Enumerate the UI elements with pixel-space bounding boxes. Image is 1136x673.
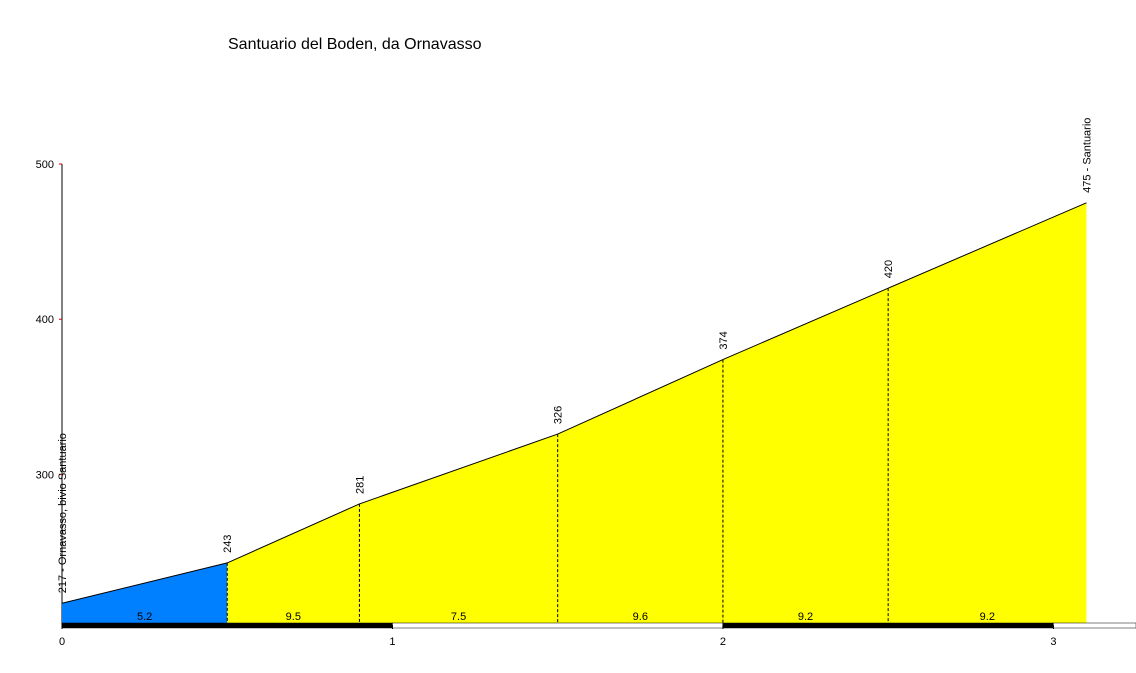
gradient-label: 9.5 (286, 611, 301, 623)
point-label: 374 (718, 331, 730, 349)
x-tick-label: 1 (389, 636, 395, 648)
km-bar (722, 622, 1054, 629)
y-tick-label: 500 (36, 159, 54, 171)
gradient-label: 9.2 (798, 611, 813, 623)
point-label: 326 (553, 406, 565, 424)
km-bar (392, 622, 724, 629)
gradient-label: 7.5 (451, 611, 466, 623)
gradient-label: 9.6 (633, 611, 648, 623)
point-label: 243 (222, 535, 234, 553)
x-tick-label: 2 (720, 636, 726, 648)
km-bar (61, 622, 393, 629)
profile-segment (227, 503, 360, 625)
point-label: 420 (883, 260, 895, 278)
point-label: 281 (354, 476, 366, 494)
profile-segment (888, 202, 1087, 625)
point-label: 217 - Ornavasso, bivio Santuario (57, 433, 69, 593)
x-tick-label: 0 (59, 636, 65, 648)
y-tick-label: 300 (36, 469, 54, 481)
point-label: 475 - Santuario (1081, 118, 1093, 193)
profile-segment (359, 434, 558, 625)
chart-title: Santuario del Boden, da Ornavasso (228, 36, 482, 53)
profile-segment (722, 288, 889, 625)
profile-segment (557, 359, 723, 625)
x-tick-label: 3 (1050, 636, 1056, 648)
gradient-label: 9.2 (980, 611, 995, 623)
profile-line (61, 202, 1087, 604)
profile-segment (62, 562, 228, 625)
y-tick-label: 400 (36, 314, 54, 326)
gradient-label: 5.2 (137, 611, 152, 623)
km-bar (1053, 622, 1136, 629)
